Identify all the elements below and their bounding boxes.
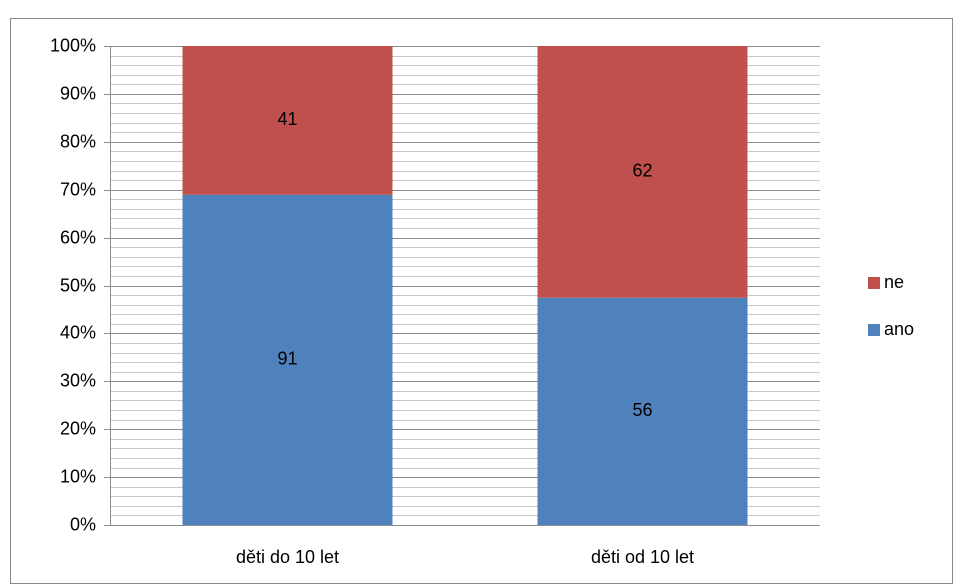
y-tick-label: 80%	[60, 131, 96, 151]
data-label: 62	[632, 161, 652, 181]
x-tick-label: děti od 10 let	[591, 547, 694, 567]
y-tick-label: 40%	[60, 322, 96, 342]
legend-label: ne	[884, 272, 904, 292]
y-tick-label: 50%	[60, 275, 96, 295]
data-label: 41	[277, 109, 297, 129]
y-tick-label: 10%	[60, 466, 96, 486]
legend-swatch	[868, 324, 880, 336]
data-label: 56	[632, 400, 652, 420]
data-label: 91	[277, 349, 297, 369]
y-tick-label: 70%	[60, 179, 96, 199]
bar-segment	[182, 46, 393, 195]
bar-segment	[537, 297, 748, 525]
bar-segment	[537, 46, 748, 298]
legend-label: ano	[884, 319, 914, 339]
y-tick-label: 20%	[60, 418, 96, 438]
y-tick-label: 90%	[60, 83, 96, 103]
legend-swatch	[868, 277, 880, 289]
y-tick-label: 60%	[60, 227, 96, 247]
x-tick-label: děti do 10 let	[236, 547, 339, 567]
y-tick-label: 0%	[70, 514, 96, 534]
chart-border	[10, 18, 953, 584]
y-tick-label: 100%	[50, 35, 96, 55]
bar-segment	[182, 194, 393, 525]
y-tick-label: 30%	[60, 370, 96, 390]
